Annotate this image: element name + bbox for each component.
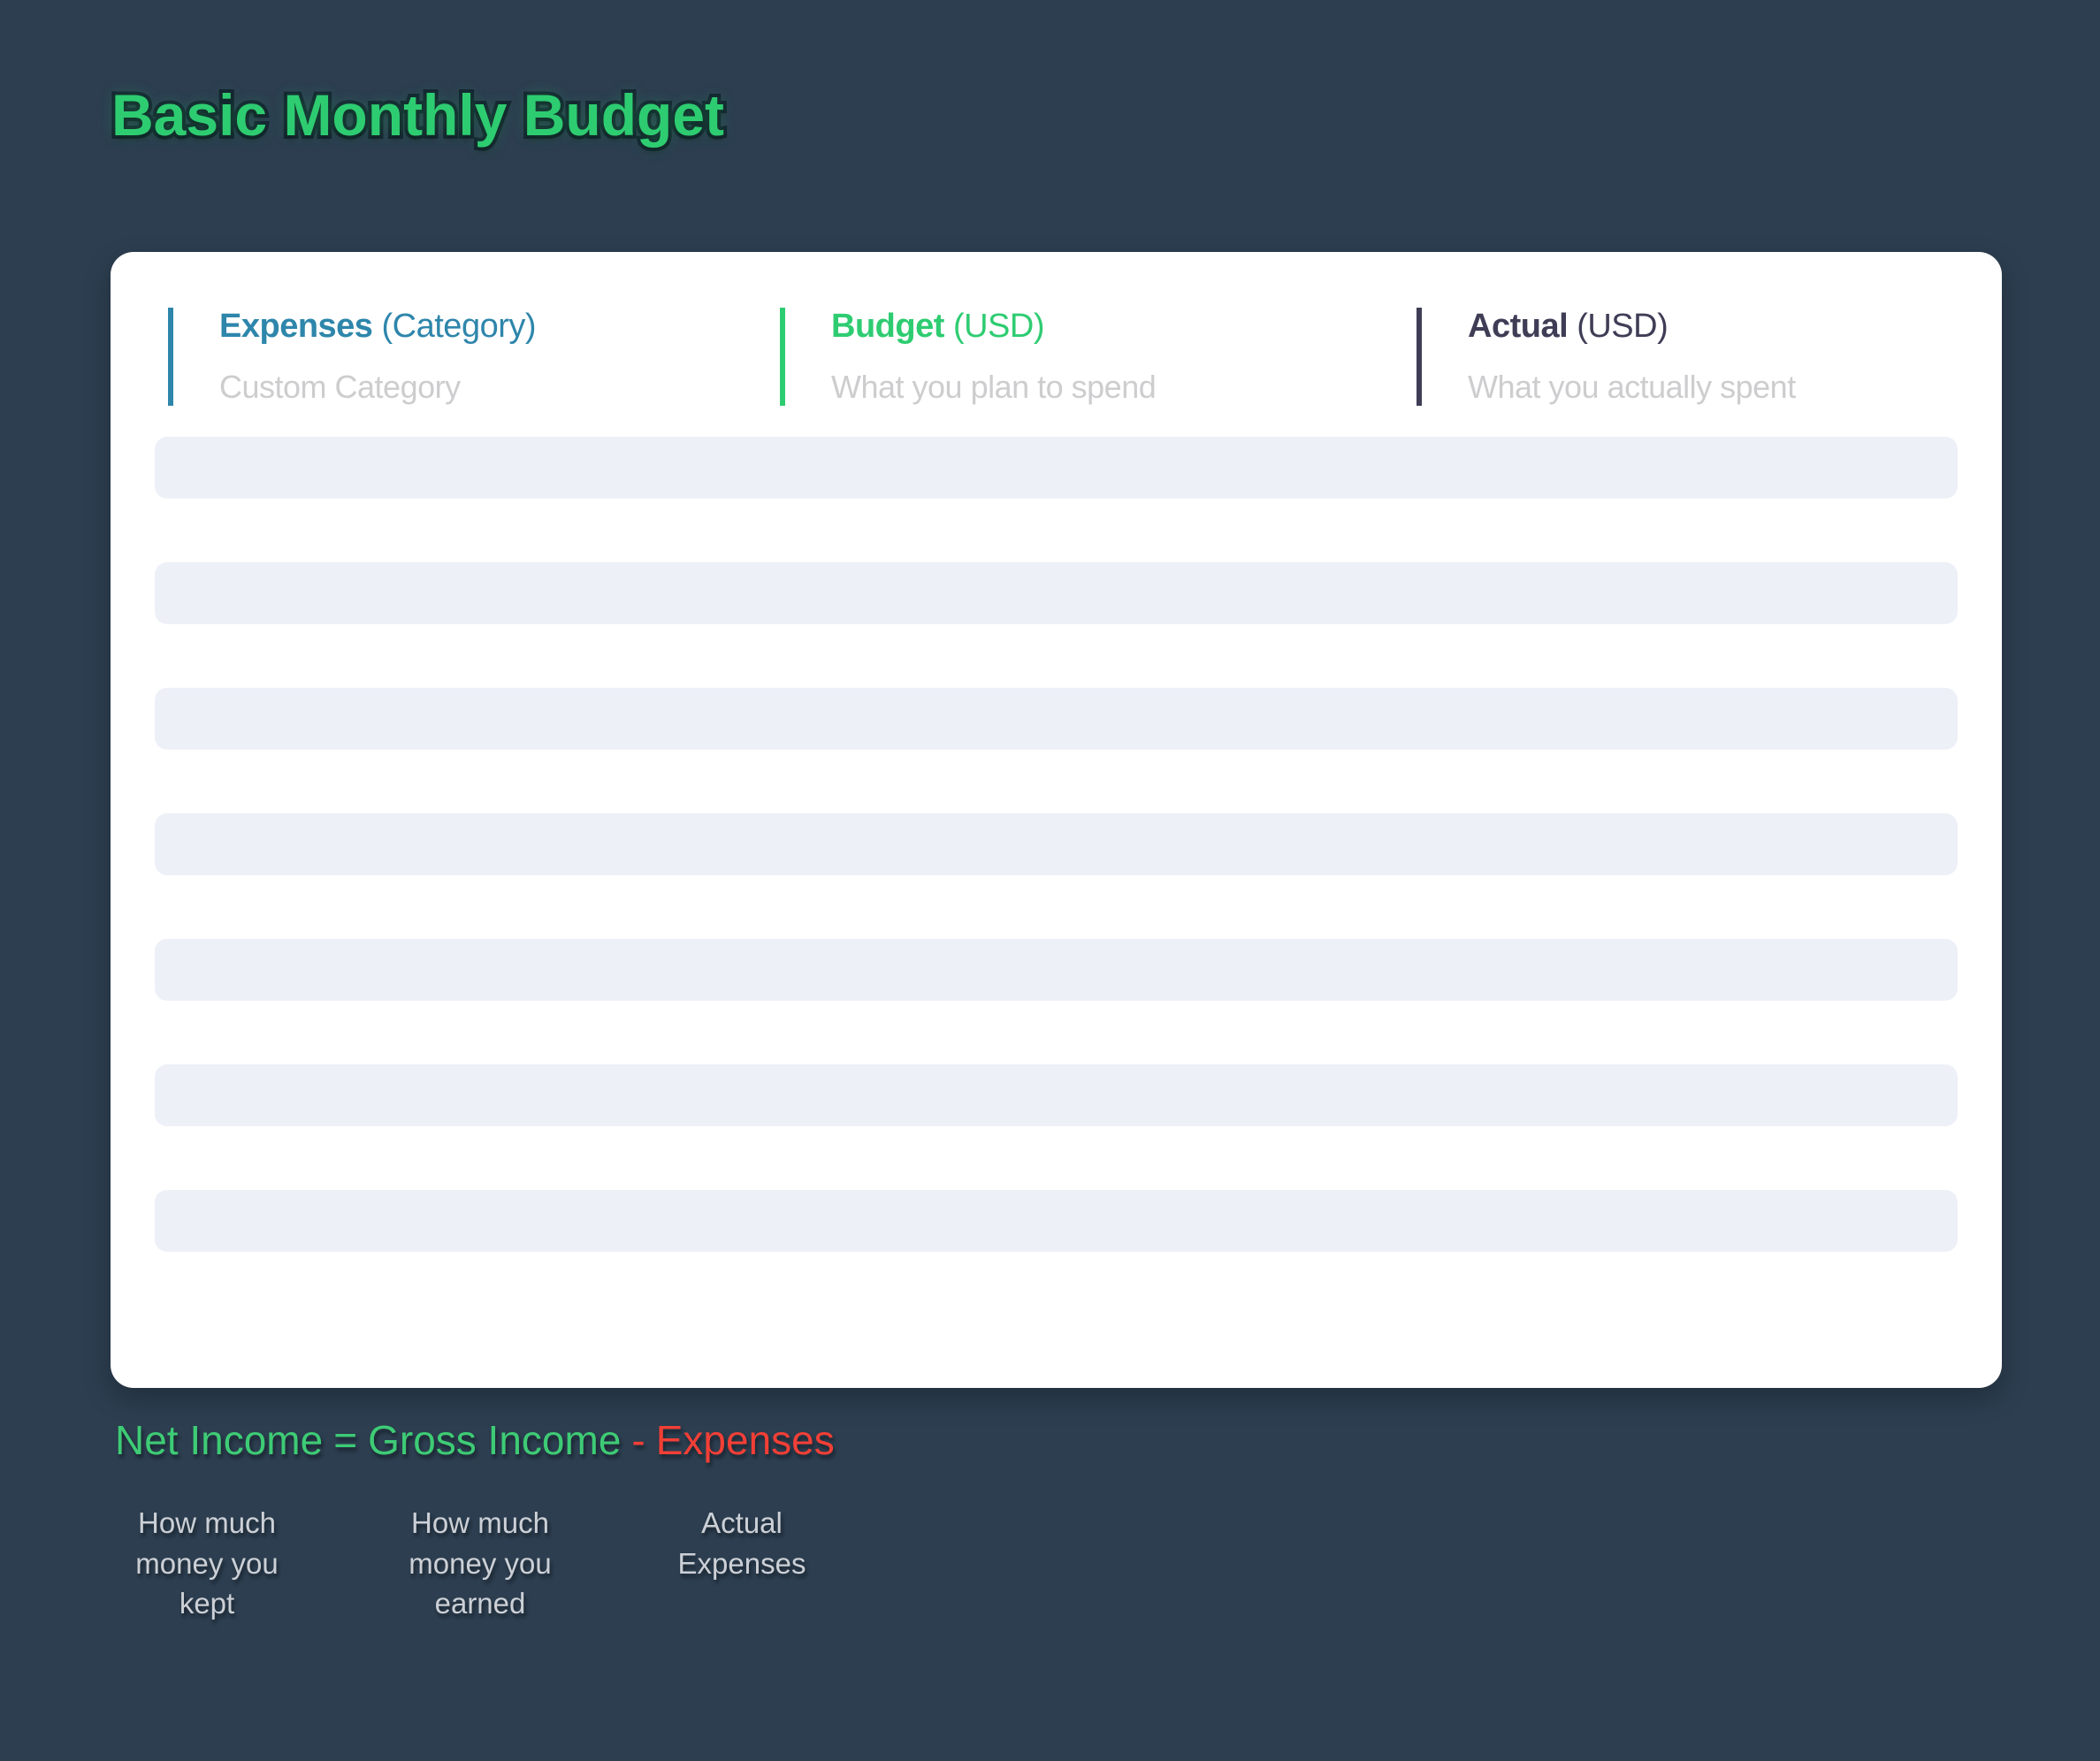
annotation-expenses: Actual Expenses bbox=[677, 1506, 806, 1580]
budget-row-input-6[interactable] bbox=[155, 1064, 1958, 1126]
budget-row-input-3[interactable] bbox=[155, 688, 1958, 750]
column-subtitle-actual: What you actually spent bbox=[1468, 369, 1796, 405]
column-name: Expenses bbox=[219, 308, 373, 345]
formula-gross-income: Gross Income bbox=[368, 1417, 622, 1463]
column-header-budget: Budget (USD) What you plan to spend bbox=[780, 308, 1157, 406]
budget-rows bbox=[155, 437, 1958, 1315]
formula-equals: = bbox=[333, 1417, 358, 1463]
annotation-gross-income: How much money you earned bbox=[409, 1506, 552, 1620]
budget-table-card: Expenses (Category) Custom Category Budg… bbox=[111, 252, 2002, 1388]
column-name: Budget bbox=[831, 308, 944, 345]
formula-expenses: Expenses bbox=[655, 1417, 835, 1463]
budget-row-input-4[interactable] bbox=[155, 813, 1958, 875]
budget-row-input-2[interactable] bbox=[155, 562, 1958, 624]
column-qualifier: (Category) bbox=[381, 308, 537, 345]
column-qualifier: (USD) bbox=[1577, 308, 1669, 345]
column-name: Actual bbox=[1468, 308, 1569, 345]
net-income-formula: Net Income = Gross Income - Expenses bbox=[115, 1416, 845, 1464]
annotation-net-income: How much money you kept bbox=[135, 1506, 279, 1620]
formula-net-income: Net Income bbox=[115, 1417, 324, 1463]
column-title-budget: Budget (USD) bbox=[831, 308, 1156, 346]
column-header-expenses: Expenses (Category) Custom Category bbox=[168, 308, 537, 406]
formula-minus: - bbox=[631, 1417, 645, 1463]
column-title-expenses: Expenses (Category) bbox=[219, 308, 537, 346]
budget-row-input-7[interactable] bbox=[155, 1190, 1958, 1252]
column-qualifier: (USD) bbox=[952, 308, 1045, 345]
column-subtitle-expenses: Custom Category bbox=[219, 369, 461, 405]
budget-row-input-5[interactable] bbox=[155, 939, 1958, 1001]
column-header-actual: Actual (USD) What you actually spent bbox=[1417, 308, 1796, 406]
column-subtitle-budget: What you plan to spend bbox=[831, 369, 1157, 405]
page-title: Basic Monthly Budget bbox=[108, 79, 728, 151]
budget-row-input-1[interactable] bbox=[155, 437, 1958, 499]
column-title-actual: Actual (USD) bbox=[1468, 308, 1796, 346]
